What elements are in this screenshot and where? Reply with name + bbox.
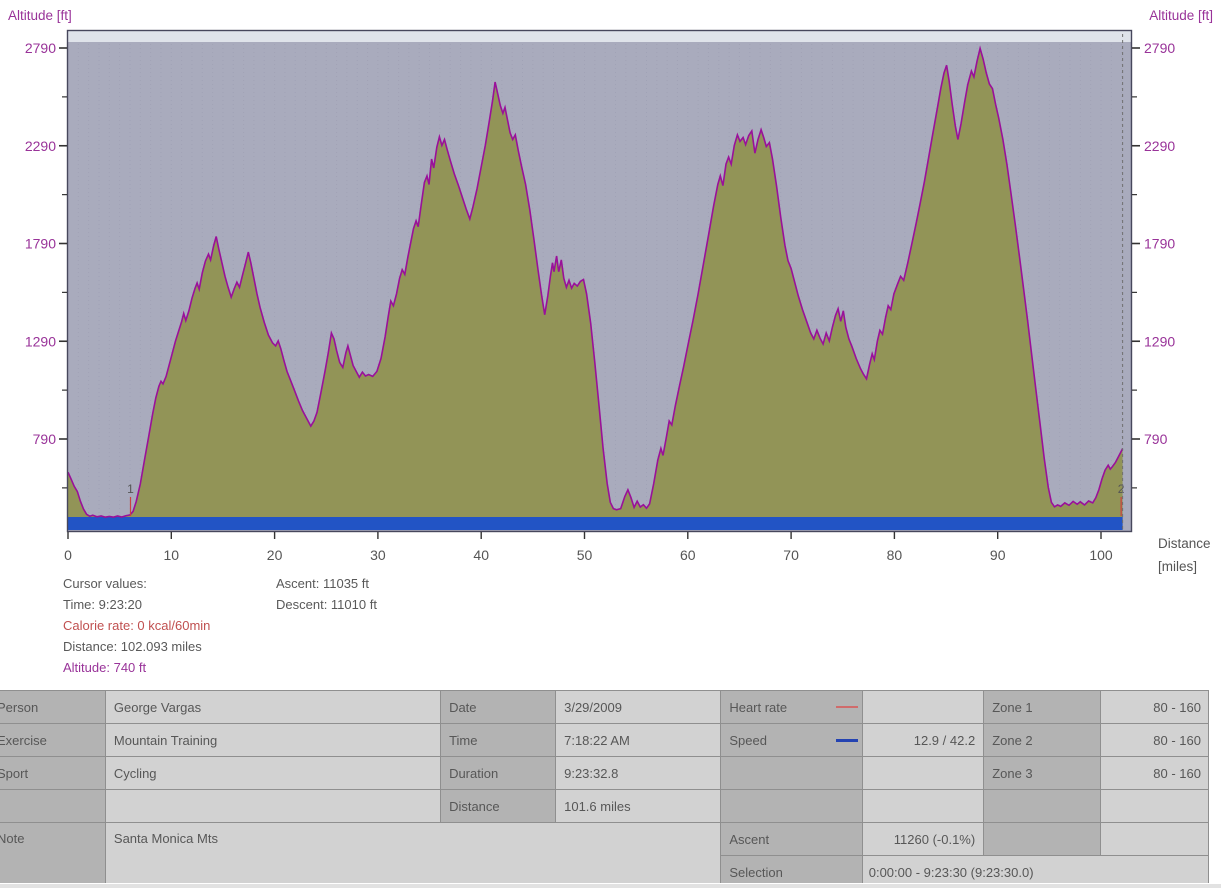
date-label-cell: Date [440, 690, 557, 724]
empty-label-cell [983, 822, 1101, 856]
empty-label-cell [720, 756, 863, 790]
person-label-cell: Person [0, 690, 106, 724]
x-axis-tick-label: 100 [1089, 547, 1113, 563]
cursor-distance: Distance: 102.093 miles [63, 639, 202, 654]
selection-value-cell: 0:00:00 - 9:23:30 (9:23:30.0) [861, 855, 1210, 888]
recording-bar [68, 517, 1123, 530]
y-axis-tick-label-left: 2290 [25, 138, 56, 154]
zone2-value-cell: 80 - 160 [1099, 723, 1210, 757]
x-axis-title-line1: Distance [1158, 536, 1211, 551]
exercise-value-cell: Mountain Training [104, 723, 442, 757]
x-axis-tick-label: 40 [473, 547, 489, 563]
zone2-label-cell: Zone 2 [983, 723, 1101, 757]
note-value-cell: Santa Monica Mts [104, 822, 722, 888]
duration-label-cell: Duration [440, 756, 557, 790]
heart-rate-label: Heart rate [729, 699, 788, 715]
cursor-values-panel: Cursor values: Time: 9:23:20 Calorie rat… [63, 573, 210, 678]
y-axis-tick-label-left: 2790 [25, 40, 56, 56]
exercise-info-table: Person George Vargas Date 3/29/2009 Hear… [0, 690, 1210, 888]
distance-value-cell: 101.6 miles [555, 789, 722, 823]
speed-label: Speed [729, 732, 767, 748]
altitude-area [68, 48, 1123, 531]
plot-border [66, 29, 1133, 533]
heart-rate-value-cell [861, 690, 985, 724]
y-axis-tick-label-left: 1290 [25, 333, 56, 349]
x-axis-tick-label: 20 [267, 547, 283, 563]
note-label-cell: Note [0, 822, 106, 888]
time-value-cell: 7:18:22 AM [555, 723, 722, 757]
time-label-cell: Time [440, 723, 557, 757]
totals-panel: Ascent: 11035 ft Descent: 11010 ft [276, 573, 377, 615]
speed-value-cell: 12.9 / 42.2 [861, 723, 985, 757]
table-row: Sport Cycling Duration 9:23:32.8 Zone 3 … [0, 756, 1210, 790]
sport-label-cell: Sport [0, 756, 106, 790]
lap-marker-label: 1 [127, 482, 134, 496]
y-axis-title-right: Altitude [ft] [1149, 8, 1213, 23]
exercise-label-cell: Exercise [0, 723, 106, 757]
ascent-value-cell: 11260 (-0.1%) [861, 822, 985, 856]
speed-label-cell: Speed [720, 723, 863, 757]
person-value-cell: George Vargas [104, 690, 442, 724]
total-descent: Descent: 11010 ft [276, 597, 377, 612]
x-axis-tick-label: 60 [680, 547, 696, 563]
empty-value-cell [1099, 789, 1210, 823]
heart-rate-label-cell: Heart rate [720, 690, 863, 724]
zone1-value-cell: 80 - 160 [1099, 690, 1210, 724]
cursor-calorie-rate: Calorie rate: 0 kcal/60min [63, 618, 211, 633]
date-value-cell: 3/29/2009 [555, 690, 722, 724]
x-axis-tick-label: 90 [990, 547, 1006, 563]
x-axis-tick-label: 10 [164, 547, 180, 563]
lap-marker-label: 2 [1118, 482, 1125, 496]
x-axis-title-line2: [miles] [1158, 559, 1197, 574]
distance-label-cell: Distance [440, 789, 557, 823]
y-axis-tick-label-left: 790 [33, 431, 57, 447]
x-axis-tick-label: 50 [577, 547, 593, 563]
x-axis-tick-label: 0 [64, 547, 72, 563]
table-row: Note Santa Monica Mts Ascent 11260 (-0.1… [0, 822, 1210, 888]
cursor-values-title: Cursor values: [63, 576, 147, 591]
zone3-label-cell: Zone 3 [983, 756, 1101, 790]
table-row: Selection 0:00:00 - 9:23:30 (9:23:30.0) [0, 855, 1210, 888]
plot-top-strip [68, 31, 1131, 42]
heart-rate-curve-legend-icon [835, 706, 858, 708]
total-ascent: Ascent: 11035 ft [276, 576, 369, 591]
y-axis-tick-label-right: 790 [1144, 431, 1168, 447]
y-axis-tick-label-left: 1790 [25, 236, 56, 252]
zone3-value-cell: 80 - 160 [1099, 756, 1210, 790]
ascent-label-cell: Ascent [720, 822, 863, 856]
cursor-altitude: Altitude: 740 ft [63, 660, 147, 675]
sport-value-cell: Cycling [104, 756, 442, 790]
speed-curve-legend-icon [835, 738, 858, 742]
y-axis-tick-label-right: 1290 [1144, 333, 1175, 349]
x-axis-tick-label: 30 [370, 547, 386, 563]
empty-label-cell [720, 789, 863, 823]
x-axis-tick-label: 70 [783, 547, 799, 563]
y-axis-tick-label-right: 1790 [1144, 236, 1175, 252]
empty-value-cell [1099, 822, 1210, 856]
selection-label-cell: Selection [720, 855, 863, 888]
table-row: Distance 101.6 miles [0, 789, 1210, 823]
empty-value-cell [104, 789, 442, 823]
empty-label-cell [983, 789, 1101, 823]
x-axis-tick-label: 80 [887, 547, 903, 563]
empty-value-cell [861, 756, 985, 790]
table-row: Person George Vargas Date 3/29/2009 Hear… [0, 690, 1210, 724]
altitude-curve [67, 45, 1124, 519]
duration-value-cell: 9:23:32.8 [555, 756, 722, 790]
y-axis-tick-label-right: 2790 [1144, 40, 1175, 56]
empty-value-cell [861, 789, 985, 823]
bottom-panel-edge [0, 883, 1221, 888]
y-axis-title-left: Altitude [ft] [8, 8, 72, 23]
table-row: Exercise Mountain Training Time 7:18:22 … [0, 723, 1210, 757]
zone1-label-cell: Zone 1 [983, 690, 1101, 724]
y-axis-tick-label-right: 2290 [1144, 138, 1175, 154]
cursor-time: Time: 9:23:20 [63, 597, 143, 612]
empty-label-cell [0, 789, 106, 823]
